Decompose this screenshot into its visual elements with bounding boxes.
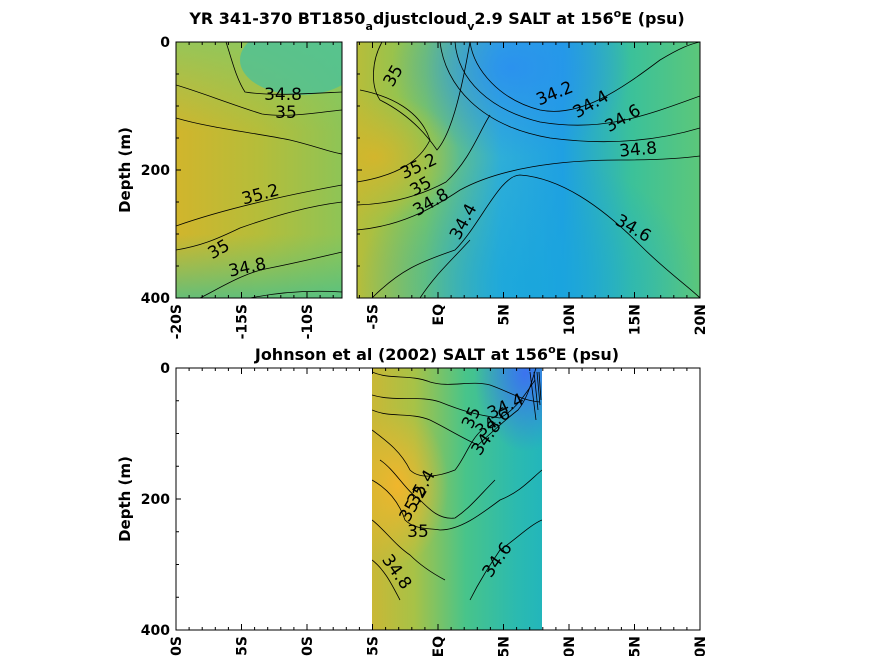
x-tick-label: 10N xyxy=(562,636,578,656)
x-tick-label: -5S xyxy=(366,304,382,330)
y-tick-label: 0 xyxy=(160,361,170,377)
contour-label: 35 xyxy=(275,103,297,123)
bottom-y-axis-label: Depth (m) xyxy=(116,456,134,542)
x-tick-label: 10N xyxy=(562,304,578,335)
x-tick-label: -10S xyxy=(300,304,316,339)
top-right-field xyxy=(357,42,700,298)
x-tick-label: -15S xyxy=(235,304,251,339)
top-axis-ticks: -20S -15S -10S -5S EQ 5N 10N 15N 20N 0 200 400 xyxy=(141,35,709,339)
top-panel: YR 341-370 BT1850adjustcloudv2.9 SALT at… xyxy=(116,7,709,339)
y-tick-label: 0 xyxy=(160,35,170,51)
x-tick-label: -20S xyxy=(169,304,185,339)
top-y-axis-label: Depth (m) xyxy=(116,127,134,213)
bottom-axis-ticks: -20S -15S -10S -5S EQ 5N 10N 15N 20N 0 200 400 xyxy=(141,361,709,656)
x-tick-label: -20S xyxy=(169,636,185,656)
y-tick-label: 400 xyxy=(141,623,170,639)
x-tick-label: EQ xyxy=(431,636,447,656)
y-tick-label: 200 xyxy=(141,492,170,508)
contour-label: 34.8 xyxy=(264,85,302,105)
contour-label: 35 xyxy=(407,522,429,542)
x-tick-label: 15N xyxy=(628,304,644,335)
bottom-panel: Johnson et al (2002) SALT at 156oE (psu)… xyxy=(116,343,709,656)
x-tick-label: 5N xyxy=(497,636,513,656)
x-tick-label: -5S xyxy=(366,636,382,656)
top-panel-title: YR 341-370 BT1850adjustcloudv2.9 SALT at… xyxy=(188,7,684,33)
bottom-field xyxy=(372,368,542,630)
top-left-field xyxy=(176,42,342,298)
x-tick-label: 20N xyxy=(693,304,709,335)
y-tick-label: 400 xyxy=(141,291,170,307)
bottom-panel-title: Johnson et al (2002) SALT at 156oE (psu) xyxy=(254,343,619,364)
contour-label: 34.8 xyxy=(618,138,657,161)
x-tick-label: 5N xyxy=(497,304,513,325)
x-tick-label: -15S xyxy=(235,636,251,656)
x-tick-label: EQ xyxy=(431,304,447,326)
x-tick-label: 15N xyxy=(628,636,644,656)
y-tick-label: 200 xyxy=(141,163,170,179)
x-tick-label: 20N xyxy=(693,636,709,656)
x-tick-label: -10S xyxy=(300,636,316,656)
